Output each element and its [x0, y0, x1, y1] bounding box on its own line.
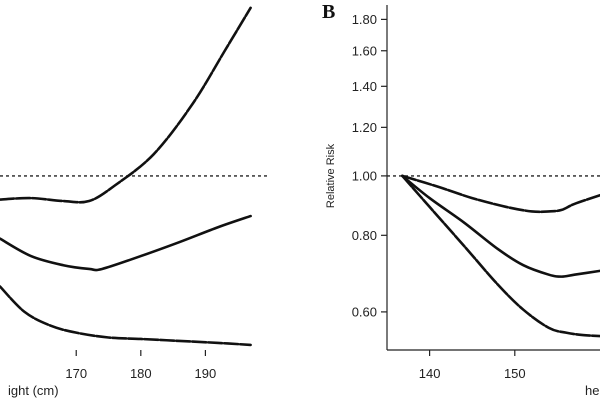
panel-b-y-tick-label: 1.40: [352, 79, 377, 94]
panel-b-y-tick-label: 1.20: [352, 120, 377, 135]
panel-a-x-tick-label: 190: [195, 366, 217, 381]
panel-a-x-tick-label: 180: [130, 366, 152, 381]
panel-a-x-tick-label: 170: [65, 366, 87, 381]
panel-b-x-axis-label: heig: [585, 383, 600, 398]
panel-a-series-estimate: [0, 214, 252, 272]
panel-b-y-tick-label: 1.00: [352, 168, 377, 183]
panel-b-y-tick-label: 1.60: [352, 43, 377, 58]
panel-b-panel-letter: B: [322, 1, 335, 23]
panel-b-y-tick-label: 0.80: [352, 228, 377, 243]
panel-b-series-estimate: [401, 174, 600, 278]
panel-b-y-axis-label: Relative Risk: [325, 143, 337, 208]
panel-b-series-upper-ci: [401, 174, 600, 214]
panel-a-series-lower-ci: [0, 285, 252, 347]
panel-b-y-tick-label: 1.80: [352, 12, 377, 27]
panel-a-x-axis-label: ight (cm): [8, 383, 59, 398]
panel-b-x-tick-label: 140: [419, 366, 441, 381]
panel-a-series-upper-ci: [0, 6, 252, 204]
panel-b-x-tick-label: 150: [504, 366, 526, 381]
panel-b-y-tick-label: 0.60: [352, 304, 377, 319]
panel-a-chart: 170 180 190 ight (cm): [0, 6, 270, 398]
panel-b-series-lower-ci: [401, 174, 600, 338]
panel-b-chart: 140 150 0.60 0.80 1.00 1.20 1.40 1.60 1.80 heig Re…: [322, 1, 600, 398]
